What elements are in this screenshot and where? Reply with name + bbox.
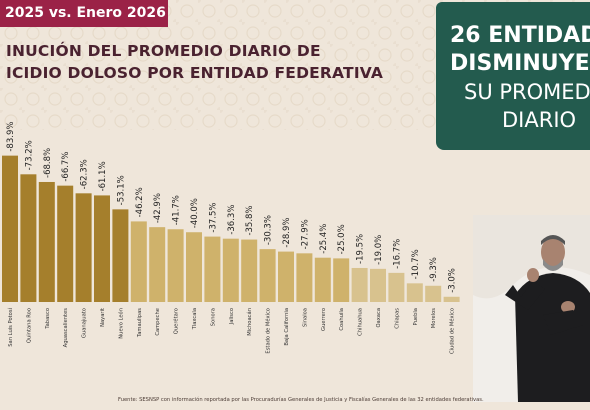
bar bbox=[2, 155, 18, 302]
bar-value-label: -36.3% bbox=[227, 205, 237, 235]
category-label: Tabasco bbox=[45, 308, 51, 330]
category-label: Sinaloa bbox=[302, 308, 308, 327]
bar-value-label: -61.1% bbox=[98, 161, 108, 191]
sign-language-interpreter-video bbox=[473, 215, 590, 402]
bar bbox=[278, 251, 294, 302]
bar-value-label: -42.9% bbox=[153, 193, 163, 223]
bar-value-label: -40.0% bbox=[190, 198, 200, 228]
bar bbox=[57, 185, 74, 302]
category-label: Coahuila bbox=[339, 308, 345, 331]
bar bbox=[425, 285, 442, 302]
summary-line-1: 26 ENTIDAD bbox=[450, 23, 590, 48]
bar bbox=[351, 267, 368, 302]
bar bbox=[186, 232, 202, 302]
title-line-2: ICIDIO DOLOSO POR ENTIDAD FEDERATIVA bbox=[6, 64, 384, 82]
category-label: Jalisco bbox=[229, 308, 235, 325]
source-footnote: Fuente: SESNSP con información reportada… bbox=[118, 397, 484, 403]
bar-value-label: -16.7% bbox=[392, 239, 402, 269]
bar bbox=[130, 221, 147, 302]
bar bbox=[112, 209, 129, 302]
category-label: Morelos bbox=[431, 308, 437, 328]
bar-value-label: -41.7% bbox=[172, 195, 182, 225]
summary-line-2: DISMINUYEN bbox=[450, 51, 590, 76]
period-banner: 2025 vs. Enero 2026 bbox=[0, 0, 168, 27]
category-label: Ciudad de México bbox=[449, 308, 456, 354]
bar-value-label: -25.0% bbox=[337, 224, 347, 254]
bar-value-label: -30.3% bbox=[264, 215, 274, 245]
bar-value-label: -19.0% bbox=[374, 235, 384, 265]
bar bbox=[388, 272, 405, 302]
bar bbox=[443, 296, 460, 302]
bar-value-label: -68.8% bbox=[43, 148, 53, 178]
category-label: Estado de México bbox=[265, 308, 272, 354]
bar bbox=[222, 238, 239, 302]
bar-value-label: -73.2% bbox=[24, 140, 34, 170]
period-label: 2025 vs. Enero 2026 bbox=[5, 5, 166, 21]
bar bbox=[149, 227, 166, 302]
bar-value-label: -83.9% bbox=[6, 122, 16, 152]
page-title: INUCIÓN DEL PROMEDIO DIARIO DE ICIDIO DO… bbox=[6, 40, 416, 84]
interpreter-figure bbox=[473, 215, 590, 402]
bar-value-label: -46.2% bbox=[135, 187, 145, 217]
bar-value-label: -37.5% bbox=[208, 203, 218, 233]
bar bbox=[314, 257, 331, 302]
bar bbox=[167, 229, 184, 302]
bar bbox=[204, 236, 221, 302]
category-label: Guanajuato bbox=[82, 308, 88, 338]
category-label: Michoacán bbox=[246, 308, 253, 336]
category-label: Tlaxcala bbox=[192, 308, 198, 330]
bar-value-label: -9.3% bbox=[429, 257, 439, 282]
bar bbox=[333, 258, 350, 302]
bar-value-label: -10.7% bbox=[411, 249, 421, 279]
category-label: Aguascalientes bbox=[63, 308, 69, 348]
bar-value-label: -53.1% bbox=[116, 175, 126, 205]
category-label: Nuevo León bbox=[117, 308, 124, 339]
bar-value-label: -28.9% bbox=[282, 218, 292, 248]
bar bbox=[406, 283, 423, 302]
category-label: Chiapas bbox=[394, 308, 400, 329]
bar bbox=[296, 253, 313, 302]
summary-panel: 26 ENTIDAD DISMINUYEN SU PROMED DIARIO bbox=[436, 2, 590, 150]
bar-value-label: -19.5% bbox=[356, 234, 366, 264]
category-label: Quintana Roo bbox=[26, 308, 32, 343]
bar bbox=[370, 268, 386, 302]
bar bbox=[20, 174, 37, 302]
bar bbox=[94, 195, 110, 302]
summary-line-3: SU PROMED bbox=[464, 80, 590, 104]
bar-value-label: -35.8% bbox=[245, 205, 255, 235]
category-label: Nayarit bbox=[100, 308, 106, 327]
category-label: Tamaulipas bbox=[137, 308, 143, 338]
title-line-1: INUCIÓN DEL PROMEDIO DIARIO DE bbox=[6, 42, 321, 60]
bar-value-label: -3.0% bbox=[448, 268, 458, 293]
category-label: Querétaro bbox=[173, 308, 180, 334]
bar-chart: -83.9% San Luis Potosí -73.2% Quintana Roo -… bbox=[2, 122, 460, 354]
bar bbox=[38, 181, 55, 302]
bar-value-label: -62.3% bbox=[80, 159, 90, 189]
category-label: Guerrero bbox=[321, 308, 327, 331]
category-label: Puebla bbox=[413, 308, 419, 325]
category-label: Baja California bbox=[284, 308, 290, 346]
category-label: Chihuahua bbox=[358, 308, 364, 336]
bar bbox=[75, 193, 92, 302]
bar-value-label: -27.9% bbox=[300, 219, 310, 249]
category-label: Oaxaca bbox=[376, 308, 382, 328]
bar-value-label: -66.7% bbox=[61, 152, 71, 182]
bar-value-label: -25.4% bbox=[319, 224, 329, 254]
category-label: San Luis Potosí bbox=[7, 307, 14, 346]
bar bbox=[241, 239, 258, 302]
bar bbox=[259, 249, 276, 302]
category-label: Sonora bbox=[210, 308, 216, 326]
category-label: Campeche bbox=[155, 308, 161, 336]
summary-line-4: DIARIO bbox=[502, 108, 577, 132]
